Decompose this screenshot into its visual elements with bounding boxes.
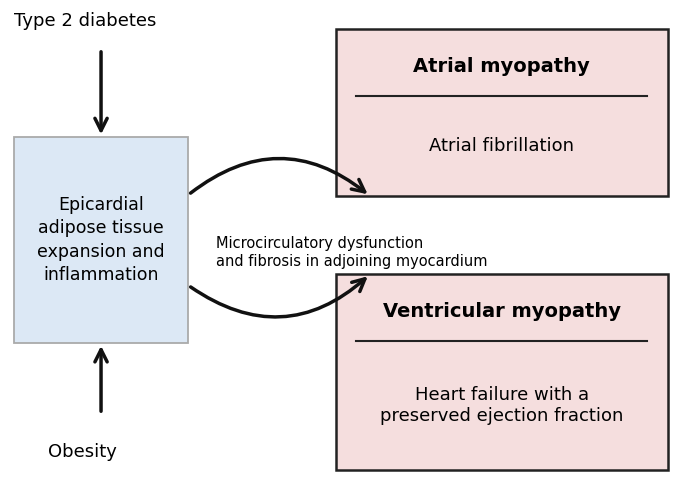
Text: Epicardial
adipose tissue
expansion and
inflammation: Epicardial adipose tissue expansion and … bbox=[37, 196, 165, 285]
FancyBboxPatch shape bbox=[336, 29, 668, 196]
FancyArrowPatch shape bbox=[190, 158, 364, 193]
Text: Atrial fibrillation: Atrial fibrillation bbox=[429, 137, 574, 155]
Text: Heart failure with a
preserved ejection fraction: Heart failure with a preserved ejection … bbox=[380, 386, 623, 425]
Text: Atrial myopathy: Atrial myopathy bbox=[413, 57, 590, 75]
Text: Ventricular myopathy: Ventricular myopathy bbox=[383, 302, 621, 320]
Text: Type 2 diabetes: Type 2 diabetes bbox=[14, 12, 156, 30]
FancyArrowPatch shape bbox=[190, 279, 365, 317]
FancyBboxPatch shape bbox=[14, 137, 188, 343]
Text: Microcirculatory dysfunction
and fibrosis in adjoining myocardium: Microcirculatory dysfunction and fibrosi… bbox=[216, 236, 487, 269]
FancyBboxPatch shape bbox=[336, 274, 668, 470]
Text: Obesity: Obesity bbox=[48, 443, 117, 462]
